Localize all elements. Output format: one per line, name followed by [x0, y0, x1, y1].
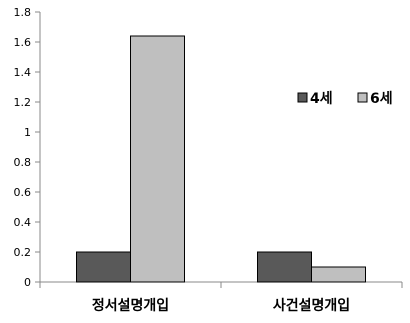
- x-category-label: 사건설명개입: [273, 297, 350, 314]
- legend-label: 4세: [310, 91, 333, 107]
- bar: [311, 266, 366, 283]
- y-tick-label: 1.4: [14, 66, 32, 79]
- bar: [130, 35, 185, 283]
- legend-swatch: [297, 92, 308, 103]
- y-axis: 0 0.2 0.4 0.6 0.8 1 1.2 1.4 1.6 1.8: [14, 6, 41, 289]
- bar: [257, 251, 312, 283]
- y-tick-label: 1: [24, 126, 31, 139]
- y-tick-label: 1.2: [14, 96, 32, 109]
- y-tick-label: 0.2: [14, 246, 32, 259]
- y-tick-label: 0.8: [14, 156, 32, 169]
- y-tick-label: 0.4: [14, 216, 32, 229]
- legend: 4세 6세: [297, 91, 393, 107]
- bar: [76, 251, 131, 283]
- y-tick-label: 0: [24, 276, 31, 289]
- bars: [76, 35, 366, 283]
- x-axis: 정서설명개입 사건설명개입: [39, 281, 403, 314]
- legend-swatch: [357, 92, 368, 103]
- y-tick-label: 1.6: [14, 36, 32, 49]
- x-category-label: 정서설명개입: [92, 297, 169, 314]
- y-tick-label: 0.6: [14, 186, 32, 199]
- legend-label: 6세: [370, 91, 393, 107]
- y-tick-label: 1.8: [14, 6, 32, 19]
